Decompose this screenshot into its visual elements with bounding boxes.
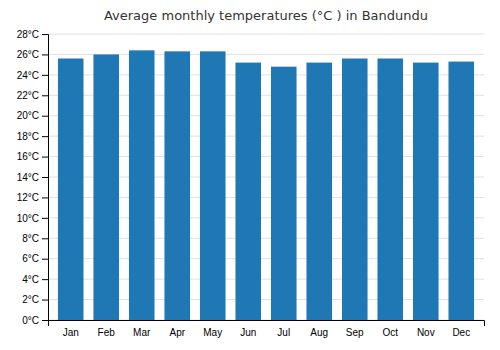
- tick: Aug: [310, 327, 328, 338]
- tick-mark: [42, 238, 48, 239]
- tick: 24°C: [17, 70, 48, 81]
- tick-label: 22°C: [17, 90, 39, 101]
- tick-mark: [42, 279, 48, 280]
- bar: [129, 50, 155, 320]
- tick-label: 26°C: [17, 49, 39, 60]
- tick-mark: [42, 218, 48, 219]
- tick: 20°C: [17, 110, 48, 121]
- tick-label: 4°C: [22, 274, 39, 285]
- axis-line: [42, 35, 49, 321]
- bar: [235, 63, 261, 320]
- tick: Oct: [382, 327, 398, 338]
- tick: 2°C: [22, 294, 48, 305]
- tick-label: Sep: [346, 327, 364, 338]
- tick-label: Dec: [452, 327, 470, 338]
- tick-label: Oct: [382, 327, 398, 338]
- tick-mark: [42, 95, 48, 96]
- tick-label: Jun: [240, 327, 256, 338]
- bar: [58, 59, 84, 320]
- chart: 0°C 2°C 4°C 6°C 8°C 10°C 12°C 14°C 16°C 18°C 20°C 2…: [0, 0, 500, 350]
- tick-label: May: [203, 327, 222, 338]
- y-axis: 0°C 2°C 4°C 6°C 8°C 10°C 12°C 14°C 16°C 18°C 20°C 2…: [17, 29, 49, 326]
- tick: 12°C: [17, 192, 48, 203]
- bar: [413, 63, 439, 320]
- tick-label: 24°C: [17, 70, 39, 81]
- bar: [200, 51, 226, 320]
- plot: 0°C 2°C 4°C 6°C 8°C 10°C 12°C 14°C 16°C 18°C 20°C 2…: [17, 29, 485, 338]
- tick-label: 2°C: [22, 294, 39, 305]
- tick-label: Feb: [98, 327, 116, 338]
- tick: May: [203, 327, 222, 338]
- tick-mark: [42, 54, 48, 55]
- tick-label: 18°C: [17, 131, 39, 142]
- bar: [448, 62, 474, 320]
- tick-mark: [42, 136, 48, 137]
- tick: 0°C: [22, 315, 48, 326]
- tick-mark: [42, 197, 48, 198]
- tick-mark: [42, 320, 48, 321]
- tick-label: 12°C: [17, 192, 39, 203]
- tick: 16°C: [17, 151, 48, 162]
- bars: [58, 50, 474, 320]
- x-axis: Jan Feb Mar Apr May Jun Jul Aug Sep Oct Nov Dec: [49, 321, 485, 339]
- tick: 22°C: [17, 90, 48, 101]
- tick: Dec: [452, 327, 470, 338]
- tick: 18°C: [17, 131, 48, 142]
- tick: 10°C: [17, 213, 48, 224]
- tick: Jun: [240, 327, 256, 338]
- axis-line: [49, 321, 485, 327]
- grid: [48, 34, 484, 320]
- tick: 4°C: [22, 274, 48, 285]
- tick-label: Jul: [277, 327, 290, 338]
- tick: Feb: [98, 327, 116, 338]
- bar: [377, 59, 403, 320]
- tick-mark: [42, 177, 48, 178]
- tick-label: Mar: [133, 327, 151, 338]
- tick: Jul: [277, 327, 290, 338]
- tick: 6°C: [22, 253, 48, 264]
- tick: 28°C: [17, 29, 48, 40]
- bar: [164, 51, 190, 320]
- tick: Mar: [133, 327, 151, 338]
- tick-mark: [42, 75, 48, 76]
- tick-label: 0°C: [22, 315, 39, 326]
- tick-mark: [42, 259, 48, 260]
- tick-mark: [42, 34, 48, 35]
- tick-label: Jan: [63, 327, 79, 338]
- tick: Sep: [346, 327, 364, 338]
- tick: Nov: [417, 327, 435, 338]
- tick-label: 16°C: [17, 151, 39, 162]
- tick-mark: [42, 300, 48, 301]
- tick: Jan: [63, 327, 79, 338]
- bar: [271, 67, 297, 320]
- tick-label: Nov: [417, 327, 435, 338]
- tick-label: 6°C: [22, 253, 39, 264]
- tick-label: 14°C: [17, 172, 39, 183]
- tick: 26°C: [17, 49, 48, 60]
- tick-mark: [42, 157, 48, 158]
- bar: [342, 59, 368, 320]
- tick-label: 10°C: [17, 213, 39, 224]
- tick-label: Apr: [169, 327, 185, 338]
- bar: [306, 63, 332, 320]
- tick-label: 20°C: [17, 110, 39, 121]
- tick-label: 28°C: [17, 29, 39, 40]
- tick-label: 8°C: [22, 233, 39, 244]
- title: Average monthly temperatures (°C ) in Ba…: [104, 8, 428, 23]
- grid-line: [48, 34, 484, 35]
- tick: Apr: [169, 327, 185, 338]
- tick: 14°C: [17, 172, 48, 183]
- tick: 8°C: [22, 233, 48, 244]
- tick-mark: [42, 116, 48, 117]
- bar: [93, 54, 119, 320]
- tick-label: Aug: [310, 327, 328, 338]
